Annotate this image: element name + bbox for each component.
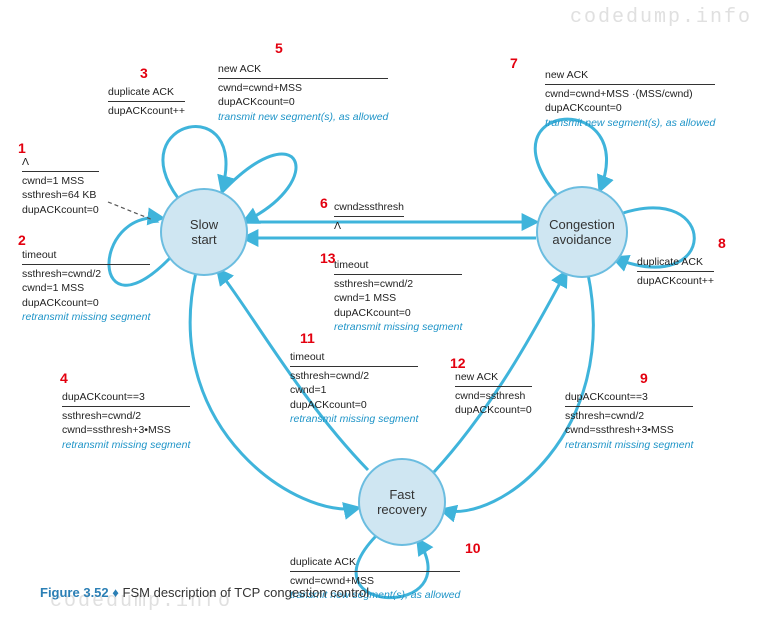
state-slow-start: Slow start: [160, 188, 248, 276]
edge-self_slow_3: [163, 127, 226, 198]
red-number-11: 11: [300, 330, 315, 346]
state-label: Slow: [190, 217, 218, 232]
red-number-8: 8: [718, 235, 726, 251]
state-congestion-avoidance: Congestion avoidance: [536, 186, 628, 278]
figure-number: Figure 3.52: [40, 585, 109, 600]
label-l8: duplicate ACKdupACKcount++: [637, 255, 714, 288]
label-l3: duplicate ACKdupACKcount++: [108, 85, 185, 118]
state-label: start: [191, 232, 216, 247]
label-l13: timeoutssthresh=cwnd/2cwnd=1 MSSdupACKco…: [334, 258, 462, 334]
label-l1: Λcwnd=1 MSSssthresh=64 KBdupACKcount=0: [22, 155, 99, 217]
label-l4: dupACKcount==3ssthresh=cwnd/2cwnd=ssthre…: [62, 390, 190, 452]
figure-bullet: ♦: [112, 585, 119, 600]
figure-text: FSM description of TCP congestion contro…: [123, 585, 370, 600]
label-l2: timeoutssthresh=cwnd/2cwnd=1 MSSdupACKco…: [22, 248, 150, 324]
red-number-7: 7: [510, 55, 518, 71]
red-number-9: 9: [640, 370, 648, 386]
state-fast-recovery: Fast recovery: [358, 458, 446, 546]
red-number-12: 12: [450, 355, 466, 371]
state-label: avoidance: [552, 232, 611, 247]
label-l5: new ACKcwnd=cwnd+MSSdupACKcount=0transmi…: [218, 62, 388, 124]
label-l7: new ACKcwnd=cwnd+MSS ·(MSS/cwnd)dupACKco…: [545, 68, 715, 130]
red-number-10: 10: [465, 540, 481, 556]
label-l9: dupACKcount==3ssthresh=cwnd/2cwnd=ssthre…: [565, 390, 693, 452]
red-number-5: 5: [275, 40, 283, 56]
label-l11: timeoutssthresh=cwnd/2cwnd=1dupACKcount=…: [290, 350, 418, 426]
red-number-4: 4: [60, 370, 68, 386]
state-label: Fast: [389, 487, 414, 502]
red-number-2: 2: [18, 232, 26, 248]
red-number-1: 1: [18, 140, 26, 156]
label-l12: new ACKcwnd=ssthreshdupACKcount=0: [455, 370, 532, 418]
red-number-3: 3: [140, 65, 148, 81]
label-l6: cwnd≥ssthreshΛ: [334, 200, 404, 233]
edge-self_cong_7: [535, 119, 606, 194]
state-label: recovery: [377, 502, 427, 517]
figure-caption: Figure 3.52 ♦ FSM description of TCP con…: [40, 585, 369, 600]
state-label: Congestion: [549, 217, 615, 232]
red-number-6: 6: [320, 195, 328, 211]
